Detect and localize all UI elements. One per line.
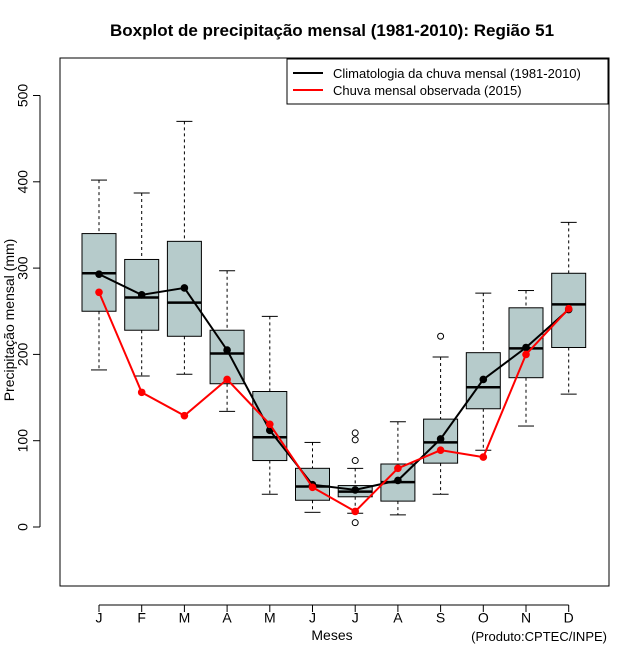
y-axis-label: Precipitação mensal (mm) bbox=[1, 239, 17, 402]
y-tick-label: 400 bbox=[15, 170, 31, 194]
outlier-point bbox=[351, 457, 359, 465]
y-tick-label: 100 bbox=[15, 429, 31, 453]
box-iqr bbox=[209, 329, 245, 385]
plot-frame bbox=[59, 57, 610, 587]
series-point bbox=[479, 375, 488, 384]
chart-title: Boxplot de precipitação mensal (1981-201… bbox=[110, 21, 554, 40]
x-tick-label: J bbox=[96, 609, 103, 625]
x-tick-label: M bbox=[264, 609, 276, 625]
outlier-point bbox=[437, 332, 445, 340]
series-point bbox=[180, 284, 189, 292]
series-point bbox=[308, 483, 317, 492]
legend: Climatologia da chuva mensal (1981-2010)… bbox=[286, 58, 609, 105]
series-point bbox=[137, 388, 146, 397]
x-tick-label: J bbox=[352, 609, 359, 625]
x-tick-label: A bbox=[222, 609, 232, 625]
series-point bbox=[522, 350, 530, 359]
box-9 bbox=[423, 332, 459, 495]
x-tick-label: S bbox=[436, 609, 445, 625]
series-lines bbox=[95, 270, 573, 516]
series-point bbox=[137, 291, 146, 299]
series-point bbox=[522, 343, 530, 352]
y-axis: 0 100 200 300 400 500 bbox=[15, 84, 41, 531]
x-tick-label: M bbox=[179, 609, 191, 625]
series-point bbox=[564, 304, 573, 313]
series-point bbox=[223, 346, 231, 354]
box-4 bbox=[209, 270, 245, 412]
series-point bbox=[95, 270, 103, 278]
x-tick-label: J bbox=[309, 609, 316, 625]
x-tick-label: N bbox=[521, 609, 531, 625]
series-point bbox=[266, 420, 274, 429]
series-point bbox=[351, 486, 360, 494]
boxes-group bbox=[81, 120, 587, 527]
x-tick-label: O bbox=[478, 609, 489, 625]
x-axis-label: Meses bbox=[311, 627, 352, 643]
x-tick-label: F bbox=[137, 609, 146, 625]
legend-label-climatology: Climatologia da chuva mensal (1981-2010) bbox=[333, 66, 581, 81]
y-tick-label: 500 bbox=[15, 84, 31, 108]
product-credit: (Produto:CPTEC/INPE) bbox=[471, 629, 607, 644]
series-point bbox=[351, 507, 360, 516]
series-point bbox=[95, 288, 103, 297]
box-2 bbox=[124, 192, 160, 377]
series-point bbox=[436, 446, 445, 454]
series-observed bbox=[95, 288, 573, 516]
legend-box bbox=[286, 58, 609, 105]
x-tick-label: D bbox=[564, 609, 574, 625]
x-tick-label: A bbox=[393, 609, 403, 625]
outlier-point bbox=[351, 429, 359, 437]
box-11 bbox=[508, 290, 544, 427]
box-6 bbox=[295, 441, 330, 513]
series-line bbox=[98, 273, 570, 491]
box-3 bbox=[166, 120, 202, 375]
outlier-point bbox=[351, 519, 359, 527]
y-tick-label: 0 bbox=[15, 523, 31, 531]
series-point bbox=[394, 476, 402, 485]
box-5 bbox=[252, 315, 288, 495]
legend-label-observed: Chuva mensal observada (2015) bbox=[333, 83, 522, 98]
series-point bbox=[436, 435, 445, 443]
y-tick-label: 300 bbox=[15, 256, 31, 280]
series-climatology bbox=[95, 270, 573, 494]
series-point bbox=[394, 464, 402, 473]
y-tick-label: 200 bbox=[15, 343, 31, 367]
series-line bbox=[98, 291, 570, 513]
outlier-point bbox=[351, 436, 359, 444]
series-point bbox=[180, 411, 189, 420]
series-point bbox=[479, 453, 488, 461]
series-point bbox=[223, 375, 231, 384]
